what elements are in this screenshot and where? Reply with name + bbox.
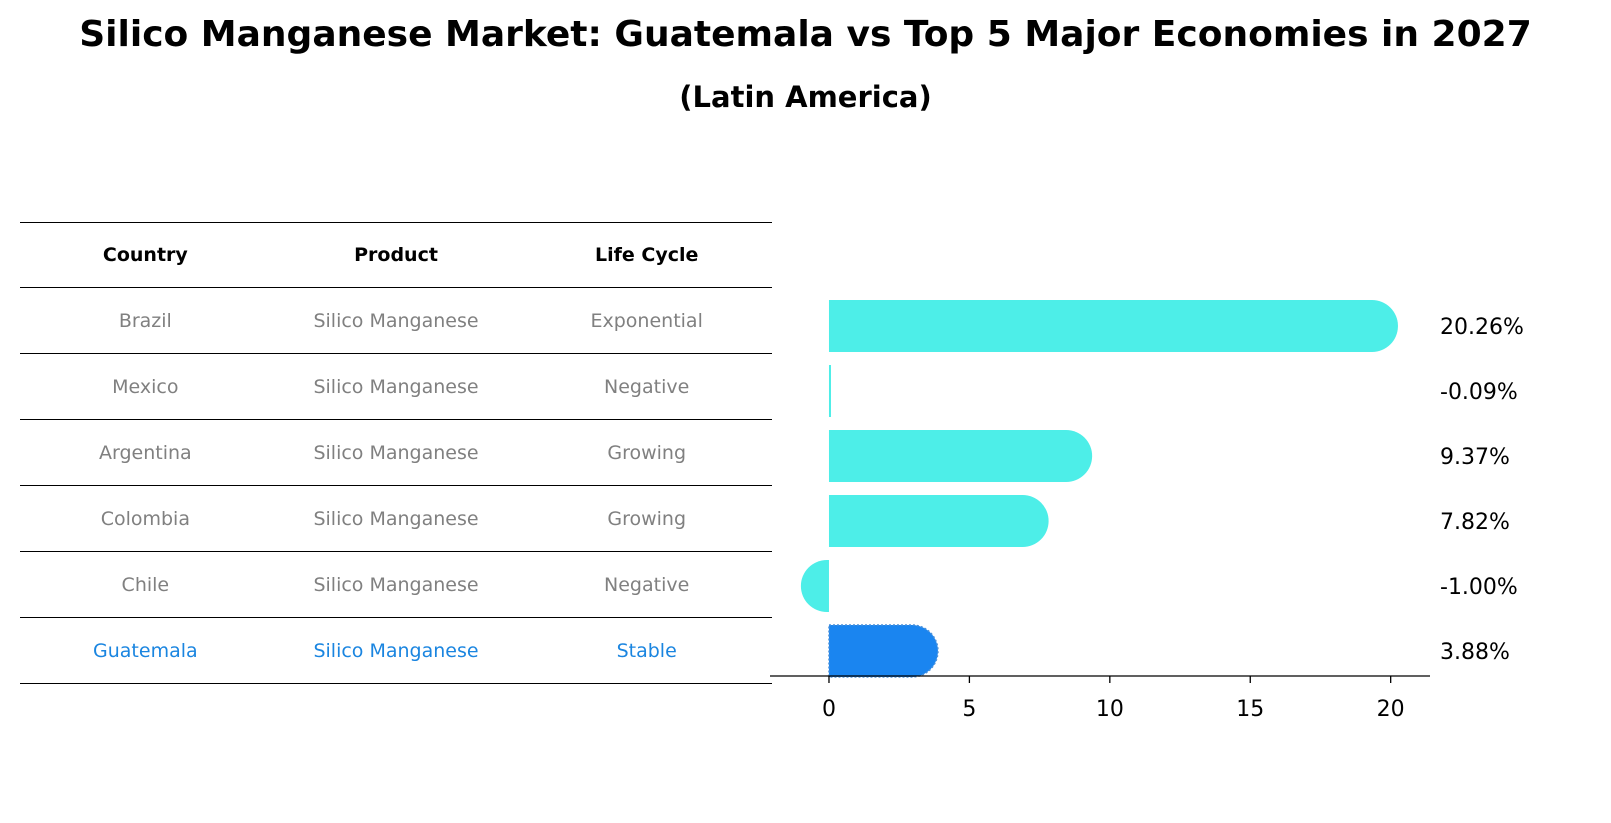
cell-country: Colombia bbox=[100, 507, 190, 530]
cell-country: Mexico bbox=[112, 375, 179, 398]
cell-life-cycle: Stable bbox=[616, 639, 677, 662]
table-row-highlighted: Guatemala Silico Manganese Stable bbox=[20, 618, 772, 684]
bar-chart: 20.26% -0.09% 9.37% 7.82% -1.00% 3.88% 0 5 10 15 2… bbox=[770, 300, 1524, 722]
cell-product: Silico Manganese bbox=[313, 573, 479, 596]
cell-life-cycle: Growing bbox=[607, 507, 687, 530]
chart-title: Silico Manganese Market: Guatemala vs To… bbox=[79, 14, 1532, 55]
bar-guatemala-highlighted bbox=[828, 624, 939, 678]
table-row: Argentina Silico Manganese Growing bbox=[20, 420, 772, 486]
header-product: Product bbox=[354, 244, 438, 266]
header-life-cycle: Life Cycle bbox=[594, 244, 699, 266]
table-header-row: Country Product Life Cycle bbox=[20, 222, 772, 288]
bar-value-label: -1.00% bbox=[1440, 575, 1518, 600]
cell-country: Brazil bbox=[118, 309, 172, 332]
bar-value-label: -0.09% bbox=[1440, 380, 1518, 405]
cell-product: Silico Manganese bbox=[313, 639, 479, 662]
bar-value-label: 3.88% bbox=[1440, 640, 1510, 665]
x-tick-label: 20 bbox=[1377, 697, 1405, 722]
cell-product: Silico Manganese bbox=[313, 309, 479, 332]
bar-value-label: 20.26% bbox=[1440, 315, 1524, 340]
x-tick-label: 5 bbox=[962, 697, 976, 722]
cell-product: Silico Manganese bbox=[313, 441, 479, 464]
bar-argentina bbox=[828, 430, 1093, 482]
table-row: Mexico Silico Manganese Negative bbox=[20, 354, 772, 420]
bar-chile bbox=[800, 560, 829, 612]
cell-life-cycle: Negative bbox=[604, 573, 690, 596]
cell-country: Argentina bbox=[98, 441, 192, 464]
bar-mexico bbox=[828, 365, 831, 417]
cell-life-cycle: Exponential bbox=[590, 309, 703, 332]
chart-subtitle: (Latin America) bbox=[679, 80, 932, 114]
bar-colombia bbox=[828, 495, 1049, 547]
cell-country: Guatemala bbox=[93, 639, 198, 662]
cell-life-cycle: Growing bbox=[607, 441, 687, 464]
header-country: Country bbox=[102, 244, 188, 266]
bar-brazil bbox=[828, 300, 1398, 352]
x-tick-label: 10 bbox=[1096, 697, 1124, 722]
table-row: Colombia Silico Manganese Growing bbox=[20, 486, 772, 552]
comparison-table: Country Product Life Cycle Brazil Silico… bbox=[20, 222, 772, 684]
x-tick-label: 0 bbox=[822, 697, 836, 722]
cell-product: Silico Manganese bbox=[313, 507, 479, 530]
table-row: Brazil Silico Manganese Exponential bbox=[20, 288, 772, 354]
cell-life-cycle: Negative bbox=[604, 375, 690, 398]
bar-value-label: 7.82% bbox=[1440, 510, 1510, 535]
x-tick-label: 15 bbox=[1236, 697, 1264, 722]
table-row: Chile Silico Manganese Negative bbox=[20, 552, 772, 618]
cell-country: Chile bbox=[121, 573, 170, 596]
cell-product: Silico Manganese bbox=[313, 375, 479, 398]
bar-value-label: 9.37% bbox=[1440, 445, 1510, 470]
